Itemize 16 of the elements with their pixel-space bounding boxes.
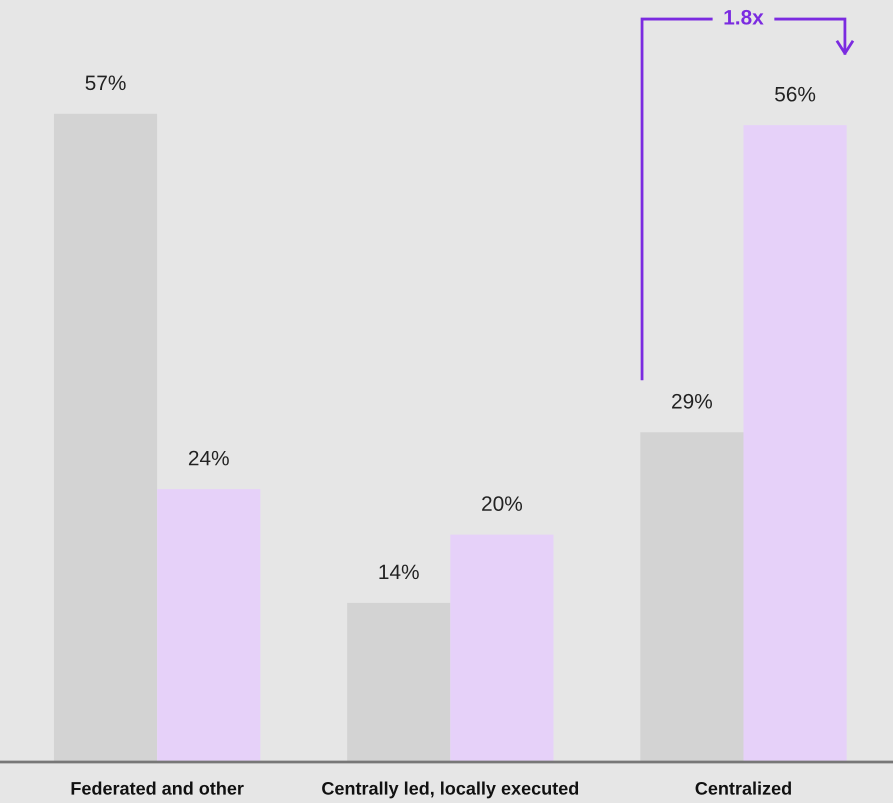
data-label: 56% [775, 86, 816, 102]
data-label: 29% [672, 394, 712, 409]
data-label: 20% [482, 496, 522, 512]
data-label: 24% [188, 450, 229, 466]
bar [640, 432, 744, 762]
x-tick-label: Federated and other [72, 781, 244, 795]
annotation: 1.8x [724, 10, 764, 25]
bar [157, 489, 260, 762]
bar [54, 114, 158, 762]
x-tick-label: Centrally led, locally executed [322, 781, 578, 798]
bar [743, 125, 847, 762]
bar [450, 534, 554, 762]
data-label: 14% [379, 564, 419, 580]
bar [347, 602, 450, 762]
data-label: 57% [86, 76, 126, 90]
x-tick-label: Centralized [696, 781, 791, 795]
